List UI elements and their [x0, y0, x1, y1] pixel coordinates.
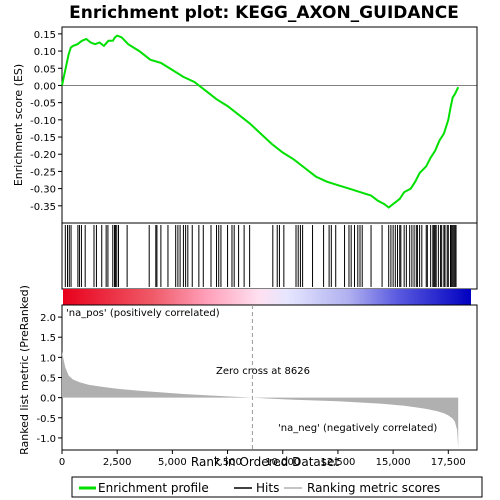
zero-cross-label: Zero cross at 8626 [216, 366, 310, 377]
metric-y-tick-label: 0.0 [40, 394, 56, 405]
x-tick-label: 2,500 [103, 457, 132, 468]
x-tick-label: 12,500 [320, 457, 355, 468]
hit-markers [64, 225, 457, 287]
es-y-tick-label: -0.20 [30, 150, 56, 161]
x-axis-ticks: 0 2,500 5,000 7,500 10,000 12,500 15,000 17,500 [59, 450, 466, 468]
x-tick-label: 7,500 [213, 457, 242, 468]
x-tick-label: 15,000 [376, 457, 411, 468]
metric-y-tick-label: -0.5 [36, 414, 56, 425]
es-y-tick-label: -0.10 [30, 116, 56, 127]
es-panel: 0.15 0.10 0.05 0.00 -0.05 -0.10 -0.15 -0.20 -0.2… [12, 26, 478, 224]
es-y-tick-label: -0.35 [30, 202, 56, 213]
metric-y-tick-label: 1.5 [40, 333, 56, 344]
hits-frame [61, 222, 478, 290]
metric-y-tick-label: 0.5 [40, 374, 56, 385]
metric-y-tick-label: 2.0 [40, 313, 56, 324]
metric-y-tick-label: -1.0 [36, 434, 56, 445]
x-tick-label: 17,500 [431, 457, 466, 468]
ranking-metric-area [62, 351, 459, 448]
metric-plot-frame [61, 304, 478, 451]
es-y-ticks: 0.15 0.10 0.05 0.00 -0.05 -0.10 -0.15 -0.20 -0.2… [30, 30, 62, 213]
hits-panel [61, 222, 478, 290]
es-plot-frame [61, 26, 478, 224]
metric-y-tick-label: 1.0 [40, 353, 56, 364]
x-axis-label: Rank in Ordered Dataset [191, 455, 339, 469]
es-y-tick-label: 0.00 [34, 81, 56, 92]
legend: Enrichment profile Hits Ranking metric s… [71, 476, 483, 498]
chart-title: Enrichment plot: KEGG_AXON_GUIDANCE [69, 3, 459, 23]
ranking-color-band [63, 289, 471, 305]
metric-panel: 2.0 1.5 1.0 0.5 0.0 -0.5 -1.0 'na_pos' (positi… [18, 285, 478, 455]
legend-ranking-label: Ranking metric scores [307, 481, 440, 495]
legend-box [71, 476, 483, 498]
metric-y-axis-label: Ranked list metric (PreRanked) [18, 285, 31, 455]
es-y-tick-label: 0.05 [34, 64, 56, 75]
es-y-tick-label: 0.15 [34, 30, 56, 41]
es-y-tick-label: -0.15 [30, 133, 56, 144]
es-y-tick-label: -0.30 [30, 185, 56, 196]
pos-label: 'na_pos' (positively correlated) [66, 308, 220, 319]
legend-enrichment-label: Enrichment profile [98, 481, 209, 495]
legend-hits-label: Hits [256, 481, 279, 495]
neg-label: 'na_neg' (negatively correlated) [278, 423, 437, 434]
es-y-tick-label: -0.25 [30, 167, 56, 178]
es-y-tick-label: 0.10 [34, 47, 56, 58]
es-y-axis-label: Enrichment score (ES) [12, 64, 25, 186]
x-tick-label: 10,000 [265, 457, 300, 468]
x-tick-label: 5,000 [158, 457, 187, 468]
x-tick-label: 0 [59, 457, 65, 468]
metric-y-ticks: 2.0 1.5 1.0 0.5 0.0 -0.5 -1.0 [36, 313, 62, 445]
enrichment-profile-line [61, 34, 460, 209]
es-y-tick-label: -0.05 [30, 99, 56, 110]
